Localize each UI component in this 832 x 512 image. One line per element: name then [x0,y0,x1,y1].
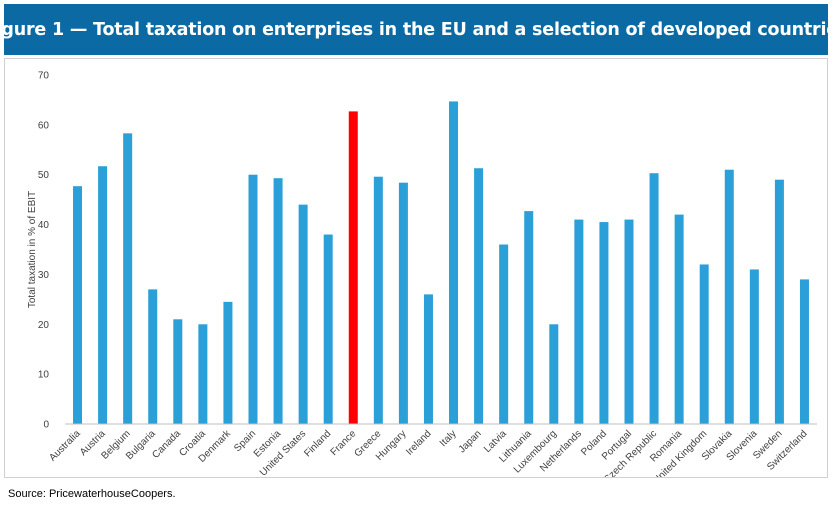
bar-france [348,111,358,424]
bar-austria [98,166,108,424]
bars [73,101,809,424]
x-axis-ticks: AustraliaAustriaBelgiumBulgariaCanadaCro… [47,428,809,477]
bar-canada [173,319,183,424]
bar-spain [248,174,258,424]
y-tick-label: 70 [38,71,50,82]
bar-switzerland [799,279,809,424]
x-tick-label: Australia [47,428,83,464]
bar-australia [73,186,83,424]
bar-ireland [423,294,433,424]
bar-italy [449,101,459,424]
bar-portugal [624,219,634,424]
x-tick-label: Finland [302,428,333,459]
y-axis-label-group: Total taxation in % of EBIT [27,191,38,308]
y-tick-label: 30 [38,270,50,281]
bar-latvia [499,244,509,424]
y-axis-label: Total taxation in % of EBIT [27,191,38,308]
bar-bulgaria [148,289,158,424]
bar-sweden [774,179,784,424]
bar-czech-republic [649,173,659,424]
bar-romania [674,214,684,424]
bar-slovenia [749,269,759,424]
bar-lithuania [524,211,534,424]
bar-denmark [223,301,233,424]
bar-poland [599,222,609,424]
y-tick-label: 20 [38,320,50,331]
bar-estonia [273,178,283,424]
x-tick-label: Japan [457,428,484,455]
y-axis-ticks: 0 10 20 30 40 50 60 70 [38,71,50,431]
x-tick-label: Canada [150,428,183,461]
bar-japan [474,168,484,424]
bar-slovakia [724,169,734,424]
bar-finland [323,234,333,424]
bar-united-states [298,204,308,424]
bar-luxembourg [549,324,559,424]
bar-croatia [198,324,208,424]
chart-frame: Total taxation in % of EBIT 0 10 20 30 40 50 6… [4,58,828,478]
bar-hungary [398,182,408,424]
y-tick-label: 40 [38,220,50,231]
bar-netherlands [574,219,584,424]
y-tick-label: 60 [38,120,50,131]
y-tick-label: 10 [38,370,50,381]
bar-greece [373,176,383,424]
y-tick-label: 0 [43,420,49,431]
x-tick-label: Italy [438,428,459,449]
bar-united-kingdom [699,264,709,424]
bar-chart: Total taxation in % of EBIT 0 10 20 30 40 50 6… [27,71,817,477]
y-tick-label: 50 [38,170,50,181]
x-tick-label: Ireland [404,428,433,457]
source-note: Source: PricewaterhouseCoopers. [8,488,176,500]
figure-title: Figure 1 — Total taxation on enterprises… [0,4,832,55]
bar-belgium [123,133,133,424]
